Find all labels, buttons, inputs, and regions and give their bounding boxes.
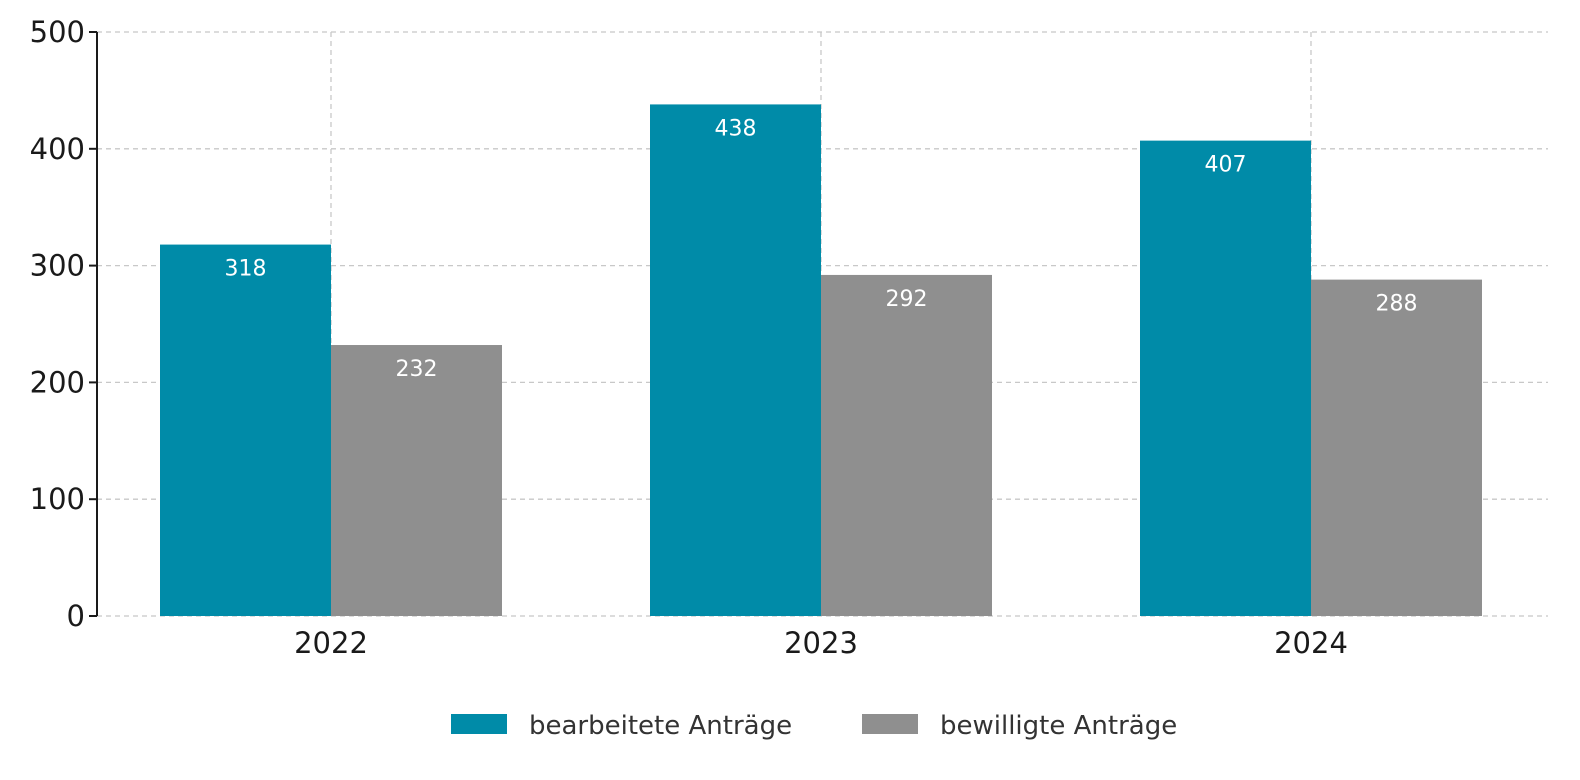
y-tick-label: 400 xyxy=(30,132,85,166)
y-tick-label: 500 xyxy=(30,15,85,49)
legend-swatch xyxy=(862,714,918,734)
x-tick-label: 2024 xyxy=(1274,626,1348,660)
labels: 0 100 200 300 400 500 2022 2023 2024 318 438 407 232… xyxy=(30,15,1418,660)
bars xyxy=(160,104,1482,617)
bar xyxy=(331,345,502,616)
bar-value-label: 288 xyxy=(1376,292,1418,317)
legend-swatch xyxy=(451,714,507,734)
bar xyxy=(160,244,331,617)
bar xyxy=(650,104,821,616)
legend: bearbeitete Anträge bewilligte Anträge xyxy=(451,711,1177,741)
x-tick-label: 2022 xyxy=(294,626,368,660)
bar-value-label: 232 xyxy=(396,357,438,382)
y-tick-label: 100 xyxy=(30,482,85,516)
bar xyxy=(821,274,992,616)
y-tick-label: 300 xyxy=(30,249,85,283)
bar xyxy=(1140,140,1311,616)
y-tick-label: 0 xyxy=(67,599,85,633)
x-tick-label: 2023 xyxy=(784,626,858,660)
axes xyxy=(89,31,98,617)
bar-value-label: 292 xyxy=(886,287,928,312)
y-tick-label: 200 xyxy=(30,365,85,399)
bar-value-label: 438 xyxy=(715,116,757,141)
bar xyxy=(1311,279,1482,616)
bar-value-label: 318 xyxy=(225,257,267,282)
legend-label: bewilligte Anträge xyxy=(940,711,1177,741)
legend-label: bearbeitete Anträge xyxy=(529,711,792,741)
bar-value-label: 407 xyxy=(1205,153,1247,178)
